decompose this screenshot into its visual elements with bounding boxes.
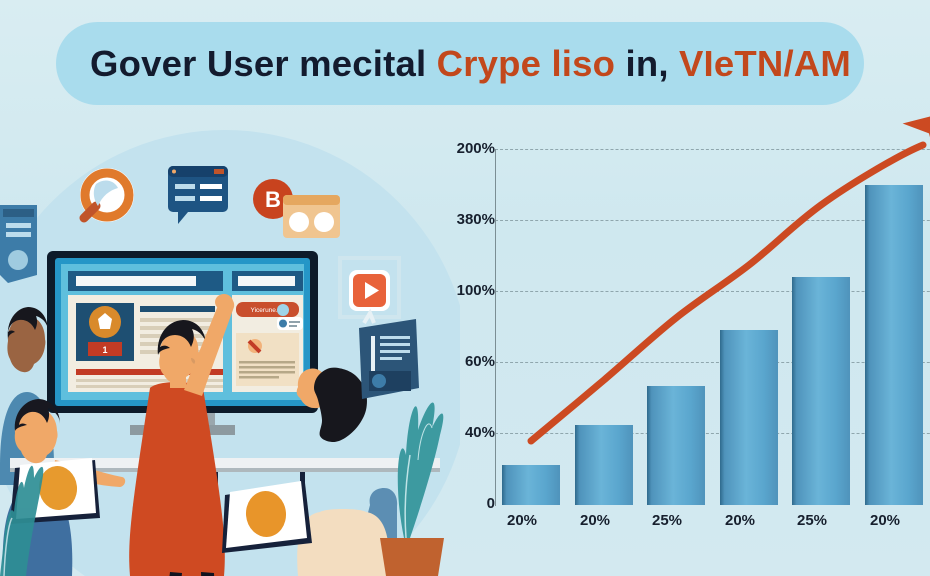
svg-text:B: B — [265, 187, 281, 212]
svg-text:1: 1 — [102, 345, 107, 355]
